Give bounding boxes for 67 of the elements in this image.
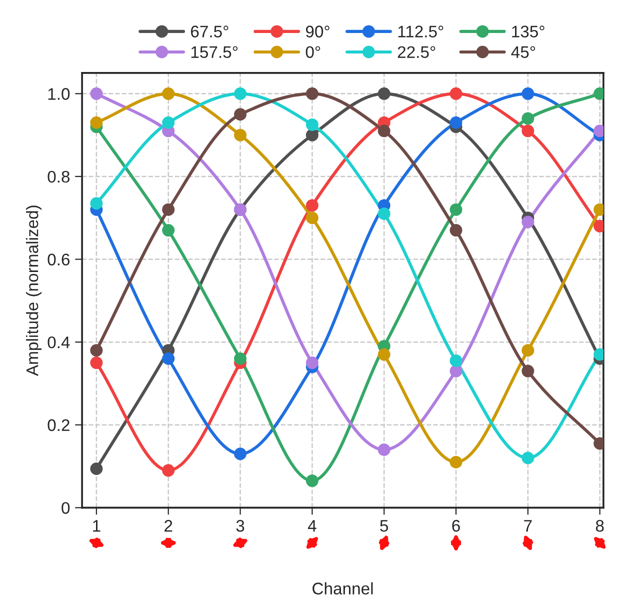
point bbox=[522, 87, 534, 100]
point bbox=[378, 348, 390, 361]
legend-label: 157.5° bbox=[191, 46, 238, 58]
y-tick-label: 0.2 bbox=[48, 419, 70, 432]
y-tick-label: 0.6 bbox=[48, 254, 70, 266]
point bbox=[306, 356, 318, 370]
point bbox=[162, 224, 175, 237]
legend-label: 45° bbox=[511, 46, 536, 58]
point bbox=[450, 456, 462, 468]
point bbox=[90, 356, 103, 370]
point bbox=[378, 87, 390, 100]
point bbox=[234, 352, 247, 365]
point bbox=[234, 108, 247, 121]
y-tick-label: 0.8 bbox=[48, 170, 70, 183]
point bbox=[450, 116, 462, 129]
point bbox=[378, 124, 390, 138]
x-tick-label: 5 bbox=[380, 520, 388, 532]
point bbox=[306, 128, 318, 142]
point bbox=[162, 116, 175, 129]
legend-label: 135° bbox=[512, 26, 544, 38]
legend-label: 112.5° bbox=[398, 26, 444, 38]
point bbox=[162, 352, 175, 365]
point bbox=[306, 118, 318, 131]
x-tick-label: 8 bbox=[596, 520, 604, 532]
point bbox=[90, 197, 103, 210]
point bbox=[378, 207, 390, 220]
point bbox=[522, 124, 534, 138]
point bbox=[306, 212, 318, 224]
point bbox=[450, 203, 462, 216]
point bbox=[522, 216, 534, 228]
point bbox=[450, 364, 462, 378]
point bbox=[378, 443, 390, 456]
point bbox=[522, 344, 534, 357]
point bbox=[234, 448, 247, 460]
x-tick-label: 7 bbox=[524, 520, 532, 532]
x-tick-label: 6 bbox=[452, 520, 460, 532]
point bbox=[90, 344, 103, 357]
point bbox=[522, 364, 534, 378]
point bbox=[234, 128, 247, 142]
y-axis-title: Amplitude (normalized) bbox=[26, 206, 42, 376]
y-tick-label: 1.0 bbox=[48, 88, 70, 100]
y-tick-label: 0 bbox=[62, 502, 70, 514]
point bbox=[450, 224, 462, 237]
point bbox=[234, 87, 247, 100]
x-axis-title: Channel bbox=[312, 582, 373, 594]
legend-label: 0° bbox=[306, 46, 320, 58]
point bbox=[162, 203, 175, 216]
point bbox=[522, 112, 534, 125]
legend-label: 22.5° bbox=[398, 46, 436, 58]
point bbox=[162, 464, 175, 477]
point bbox=[90, 87, 103, 100]
point bbox=[162, 87, 175, 100]
legend-label: 67.5° bbox=[191, 26, 228, 38]
point bbox=[306, 474, 318, 488]
x-tick-label: 3 bbox=[236, 520, 244, 532]
x-tick-label: 2 bbox=[164, 520, 172, 532]
point bbox=[306, 87, 318, 100]
x-tick-label: 1 bbox=[93, 520, 100, 532]
legend-label: 90° bbox=[306, 26, 330, 38]
point bbox=[90, 116, 103, 129]
x-tick-label: 4 bbox=[308, 520, 316, 532]
point bbox=[450, 354, 462, 367]
point bbox=[522, 452, 534, 464]
y-tick-label: 0.4 bbox=[48, 336, 70, 348]
point bbox=[450, 87, 462, 100]
point bbox=[90, 462, 103, 476]
point bbox=[306, 199, 318, 212]
